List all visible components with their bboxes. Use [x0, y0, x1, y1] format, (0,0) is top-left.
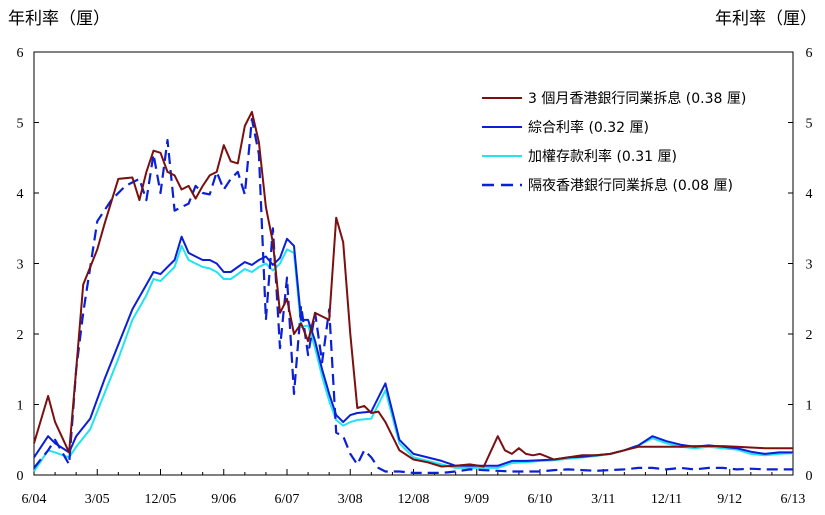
y-tick-label-right: 3 — [806, 258, 813, 273]
legend-label: 加權存款利率 (0.31 厘) — [528, 148, 677, 165]
x-tick-label: 6/04 — [22, 492, 47, 507]
y-tick-label-right: 0 — [806, 469, 813, 484]
x-tick-label: 6/10 — [528, 492, 553, 507]
y-tick-label-left: 4 — [17, 187, 24, 202]
y-tick-label-right: 5 — [806, 117, 813, 132]
x-tick-label: 12/08 — [398, 492, 430, 507]
legend-label: 綜合利率 (0.32 厘) — [528, 119, 649, 136]
y-axis-title-left: 年利率（厘） — [8, 9, 110, 29]
y-axis-title-right: 年利率（厘） — [715, 9, 817, 29]
legend-series-value: (0.32 厘) — [584, 120, 649, 136]
legend-series-name: 3 個月香港銀行同業拆息 — [528, 90, 681, 107]
legend-series-name: 綜合利率 — [528, 119, 584, 136]
x-tick-label: 9/09 — [464, 492, 489, 507]
series-line — [33, 110, 793, 468]
y-tick-label-right: 1 — [806, 399, 813, 414]
plot-frame — [33, 51, 794, 476]
y-tick-label-left: 0 — [17, 469, 24, 484]
x-tick-label: 9/12 — [717, 492, 742, 507]
y-tick-label-left: 5 — [17, 117, 24, 132]
x-tick-label: 9/06 — [211, 492, 236, 507]
y-tick-label-left: 3 — [17, 258, 24, 273]
legend-label: 3 個月香港銀行同業拆息 (0.38 厘) — [528, 90, 746, 107]
legend-series-name: 隔夜香港銀行同業拆息 — [528, 177, 668, 194]
x-tick-label: 3/11 — [591, 492, 615, 507]
y-tick-label-left: 1 — [17, 399, 24, 414]
series-line — [33, 117, 793, 474]
x-tick-label: 12/11 — [651, 492, 682, 507]
y-tick-label-right: 2 — [806, 328, 813, 343]
y-tick-label-right: 6 — [806, 46, 813, 61]
series-line — [33, 244, 794, 473]
legend: 3 個月香港銀行同業拆息 (0.38 厘) 綜合利率 (0.32 厘) 加權存款利率… — [482, 90, 746, 194]
y-tick-label-left: 6 — [17, 46, 24, 61]
axis-ticks: 0 0 1 1 2 2 3 3 4 4 5 5 6 6 6/04 3/05 12/05 9/06 6/07 3/08 1… — [17, 46, 813, 507]
x-tick-label: 6/13 — [781, 492, 806, 507]
legend-series-value: (0.31 厘) — [612, 149, 677, 165]
legend-label: 隔夜香港銀行同業拆息 (0.08 厘) — [528, 177, 733, 194]
x-tick-label: 12/05 — [145, 492, 177, 507]
x-tick-label: 3/08 — [338, 492, 363, 507]
x-tick-label: 3/05 — [85, 492, 110, 507]
legend-series-value: (0.38 厘) — [681, 91, 746, 107]
series-line — [33, 235, 793, 467]
y-tick-label-left: 2 — [17, 328, 24, 343]
legend-series-name: 加權存款利率 — [528, 148, 612, 165]
y-tick-label-right: 4 — [806, 187, 813, 202]
series-lines — [33, 110, 794, 474]
legend-series-value: (0.08 厘) — [668, 178, 733, 194]
x-tick-label: 6/07 — [275, 492, 300, 507]
